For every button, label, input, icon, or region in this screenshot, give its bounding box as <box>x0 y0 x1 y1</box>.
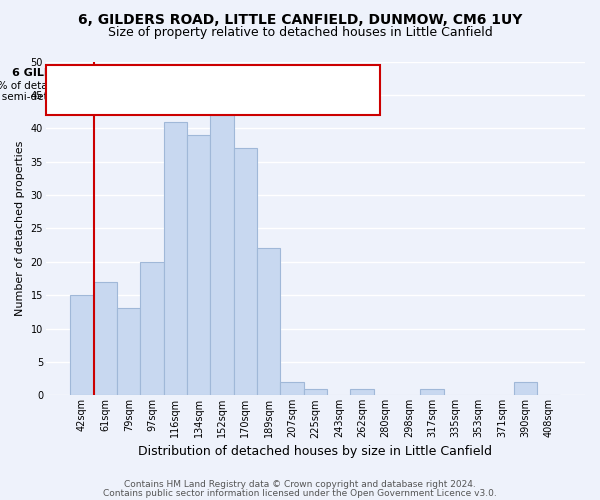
Bar <box>70 295 94 396</box>
X-axis label: Distribution of detached houses by size in Little Canfield: Distribution of detached houses by size … <box>139 444 493 458</box>
Text: 93% of semi-detached houses are larger (234) →: 93% of semi-detached houses are larger (… <box>0 92 217 102</box>
Bar <box>514 382 537 396</box>
Bar <box>304 388 327 396</box>
Bar <box>257 248 280 396</box>
Bar <box>117 308 140 396</box>
Bar <box>164 122 187 396</box>
Bar <box>187 135 211 396</box>
Text: Contains public sector information licensed under the Open Government Licence v3: Contains public sector information licen… <box>103 488 497 498</box>
Bar <box>140 262 164 396</box>
Bar <box>234 148 257 396</box>
Text: ← 6% of detached houses are smaller (15): ← 6% of detached houses are smaller (15) <box>0 80 200 90</box>
Bar <box>280 382 304 396</box>
Bar <box>421 388 444 396</box>
Text: 6 GILDERS ROAD: 61sqm: 6 GILDERS ROAD: 61sqm <box>12 68 167 78</box>
Text: Contains HM Land Registry data © Crown copyright and database right 2024.: Contains HM Land Registry data © Crown c… <box>124 480 476 489</box>
Text: 6, GILDERS ROAD, LITTLE CANFIELD, DUNMOW, CM6 1UY: 6, GILDERS ROAD, LITTLE CANFIELD, DUNMOW… <box>78 12 522 26</box>
Text: Size of property relative to detached houses in Little Canfield: Size of property relative to detached ho… <box>107 26 493 39</box>
Y-axis label: Number of detached properties: Number of detached properties <box>15 140 25 316</box>
Bar <box>350 388 374 396</box>
Bar <box>211 115 234 396</box>
Bar <box>94 282 117 396</box>
